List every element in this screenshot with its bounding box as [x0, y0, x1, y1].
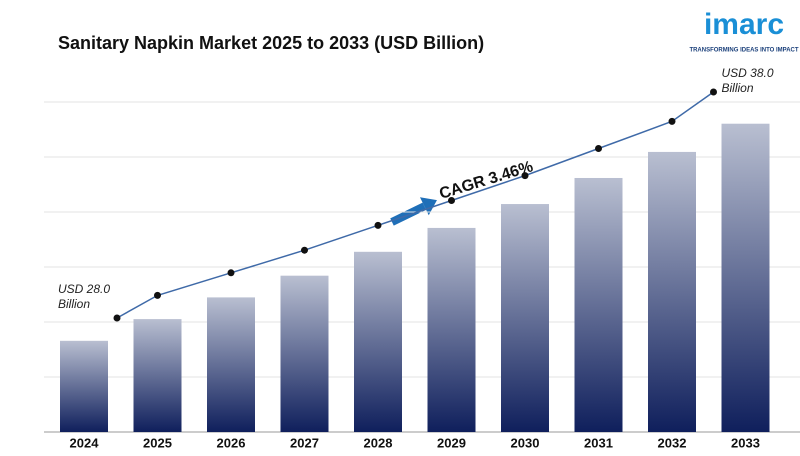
trend-dot: [448, 196, 455, 204]
bar: [354, 251, 402, 432]
x-tick-label: 2031: [584, 435, 613, 450]
trend-line: [116, 91, 714, 319]
x-tick-label: 2033: [731, 435, 760, 450]
bar: [427, 227, 476, 432]
x-tick-label: 2029: [437, 435, 466, 450]
x-tick-label: 2027: [290, 435, 319, 450]
trend-dot: [113, 314, 121, 322]
trend-dot: [154, 291, 161, 299]
trend-dot: [668, 117, 676, 125]
bar: [648, 151, 696, 432]
x-tick-label: 2028: [364, 435, 393, 450]
value-label: USD 38.0 Billion: [721, 66, 774, 95]
logo-name: imarc: [704, 8, 784, 41]
trend-dot: [521, 172, 529, 180]
logo-tagline: TRANSFORMING IDEAS INTO IMPACT: [689, 48, 798, 54]
bar: [501, 204, 549, 432]
bar: [574, 177, 623, 432]
trend-dot: [710, 88, 717, 96]
x-tick-label: 2026: [217, 435, 246, 450]
bar: [60, 340, 108, 432]
bar: [133, 319, 182, 432]
bar: [280, 275, 329, 432]
cagr-label: CAGR 3.46%: [437, 158, 535, 203]
chart-title: Sanitary Napkin Market 2025 to 2033 (USD…: [58, 33, 484, 53]
trend-dot: [374, 221, 382, 229]
trend-dot: [595, 145, 602, 152]
x-tick-label: 2024: [70, 435, 100, 450]
x-tick-label: 2032: [658, 435, 687, 450]
bar: [721, 123, 770, 433]
value-label: USD 28.0 Billion: [58, 282, 111, 311]
bar: [207, 297, 255, 432]
trend-dot: [227, 269, 235, 277]
x-tick-label: 2025: [143, 435, 172, 450]
cagr-arrow: [390, 197, 437, 226]
x-tick-label: 2030: [511, 435, 540, 450]
trend-dot: [301, 246, 308, 254]
